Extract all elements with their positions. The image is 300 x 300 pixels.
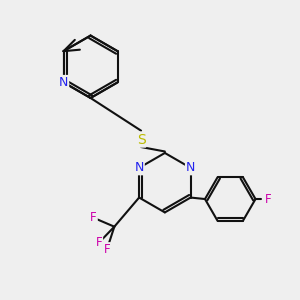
Text: F: F [90, 211, 97, 224]
Text: F: F [96, 236, 102, 249]
Text: N: N [134, 161, 144, 174]
Text: F: F [103, 243, 110, 256]
Text: S: S [137, 133, 146, 147]
Text: F: F [265, 193, 272, 206]
Text: N: N [186, 161, 195, 174]
Text: N: N [59, 76, 68, 89]
